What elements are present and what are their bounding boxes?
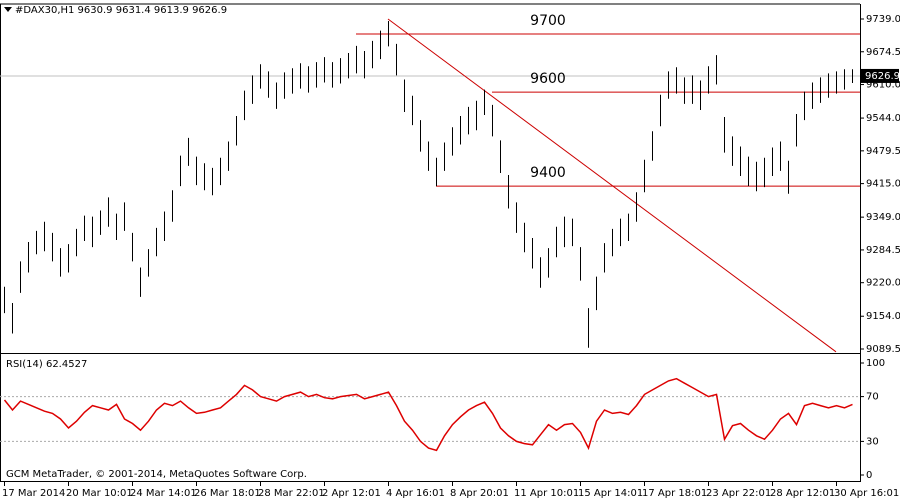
x-tick-label: 11 Apr 10:01 bbox=[514, 488, 579, 499]
y-tick-label: 9544.0 bbox=[866, 113, 900, 124]
last-price-tag bbox=[861, 68, 899, 83]
x-tick-label: 28 Mar 22:01 bbox=[258, 488, 325, 499]
x-tick-label: 15 Apr 14:01 bbox=[578, 488, 643, 499]
last-price-label: 9626.9 bbox=[865, 71, 900, 82]
y-tick-label: 9674.5 bbox=[866, 47, 900, 58]
x-tick-label: 8 Apr 20:01 bbox=[450, 488, 509, 499]
x-tick-label: 26 Mar 18:01 bbox=[194, 488, 261, 499]
level-label: 9400 bbox=[530, 165, 566, 181]
y-tick-label: 9415.0 bbox=[866, 179, 900, 190]
x-tick-label: 17 Apr 18:01 bbox=[642, 488, 707, 499]
x-tick-label: 23 Apr 22:01 bbox=[706, 488, 771, 499]
y-tick-label: 70 bbox=[866, 392, 879, 403]
y-tick-label: 30 bbox=[866, 436, 879, 447]
y-tick-label: 9089.5 bbox=[866, 344, 900, 355]
chart-title: #DAX30,H1 9630.9 9631.4 9613.9 9626.9 bbox=[15, 5, 227, 16]
x-tick-label: 17 Mar 2014 bbox=[2, 488, 65, 499]
rsi-line bbox=[3, 377, 853, 452]
rsi-title: RSI(14) 62.4527 bbox=[6, 359, 87, 370]
y-tick-label: 0 bbox=[866, 470, 872, 481]
x-tick-label: 4 Apr 16:01 bbox=[386, 488, 445, 499]
y-tick-label: 9610.0 bbox=[866, 80, 900, 91]
y-tick-label: 100 bbox=[866, 358, 885, 369]
menu-icon bbox=[4, 7, 12, 12]
level-label: 9700 bbox=[530, 13, 566, 29]
y-tick-label: 9739.0 bbox=[866, 14, 900, 25]
x-tick-label: 28 Apr 12:01 bbox=[770, 488, 835, 499]
y-tick-label: 9479.5 bbox=[866, 146, 900, 157]
footer: GCM MetaTrader, © 2001-2014, MetaQuotes … bbox=[6, 469, 307, 480]
trendline bbox=[387, 18, 837, 353]
y-tick-label: 9349.0 bbox=[866, 212, 900, 223]
y-tick-label: 9220.0 bbox=[866, 278, 900, 289]
x-tick-label: 2 Apr 12:01 bbox=[322, 488, 381, 499]
y-tick-label: 9154.0 bbox=[866, 311, 900, 322]
x-tick-label: 24 Mar 14:01 bbox=[130, 488, 197, 499]
level-label: 9600 bbox=[530, 71, 566, 87]
x-tick-label: 30 Apr 16:01 bbox=[834, 488, 899, 499]
x-tick-label: 20 Mar 10:01 bbox=[66, 488, 133, 499]
y-tick-label: 9284.5 bbox=[866, 245, 900, 256]
